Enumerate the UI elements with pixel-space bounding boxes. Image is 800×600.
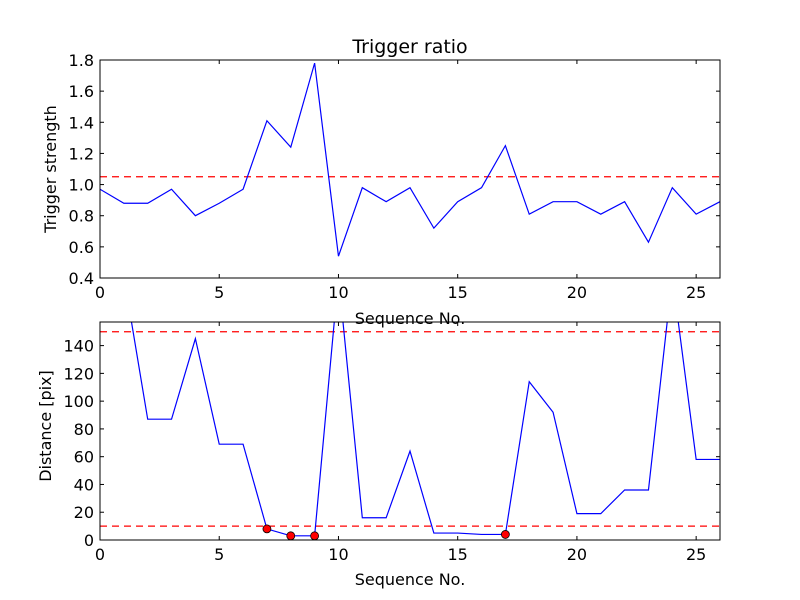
tick-group: 0 5 10 15 20 25 0.4 0.6 0.8 1.0 1.2 1.4 1.6 1.8 [69, 51, 720, 302]
y-tick-label: 1.6 [69, 82, 94, 101]
data-marker [310, 531, 320, 540]
plot-area [100, 62, 720, 257]
y-tick-label: 60 [74, 448, 94, 467]
data-marker [500, 530, 510, 539]
y-tick-label: 1.8 [69, 51, 94, 70]
series-line [130, 322, 720, 537]
y-tick-label: 1.4 [69, 113, 94, 132]
plot-area [100, 322, 720, 540]
x-tick-label: 15 [448, 545, 468, 564]
x-axis-label: Sequence No. [355, 570, 466, 589]
y-tick-label: 1.0 [69, 176, 94, 195]
y-tick-label: 100 [63, 392, 94, 411]
y-tick-label: 0.6 [69, 238, 94, 257]
tick-group: 0 5 10 15 20 25 0 20 40 60 80 100 120 140 [63, 322, 720, 564]
y-tick-label: 0 [84, 531, 94, 550]
x-tick-label: 5 [214, 545, 224, 564]
series-line [100, 62, 720, 257]
x-tick-label: 25 [686, 545, 706, 564]
y-tick-label: 1.2 [69, 144, 94, 163]
x-tick-label: 10 [328, 283, 348, 302]
y-tick-label: 0.4 [69, 269, 94, 288]
y-axis-label: Trigger strength [41, 105, 60, 234]
x-tick-label: 25 [686, 283, 706, 302]
y-tick-label: 120 [63, 364, 94, 383]
x-tick-label: 0 [95, 545, 105, 564]
y-axis-label: Distance [pix] [36, 370, 55, 482]
x-tick-label: 20 [567, 545, 587, 564]
x-tick-label: 5 [214, 283, 224, 302]
x-tick-label: 10 [328, 545, 348, 564]
x-tick-label: 0 [95, 283, 105, 302]
data-marker [262, 524, 272, 534]
axes-frame [99, 59, 721, 279]
x-tick-label: 15 [448, 283, 468, 302]
x-tick-label: 20 [567, 283, 587, 302]
trigger-ratio-panel: Trigger ratio 0 5 10 15 20 25 0.4 0.6 0.8 1.0 1.2 1… [41, 36, 721, 328]
y-tick-label: 40 [74, 475, 94, 494]
data-marker [286, 531, 296, 540]
y-tick-label: 0.8 [69, 207, 94, 226]
y-tick-label: 80 [74, 420, 94, 439]
chart-title: Trigger ratio [351, 36, 467, 58]
y-tick-label: 140 [63, 337, 94, 356]
y-tick-label: 20 [74, 503, 94, 522]
axes-frame [99, 321, 721, 541]
distance-panel: 0 5 10 15 20 25 0 20 40 60 80 100 120 140 Sequence No… [36, 321, 721, 589]
x-axis-label: Sequence No. [355, 309, 466, 328]
